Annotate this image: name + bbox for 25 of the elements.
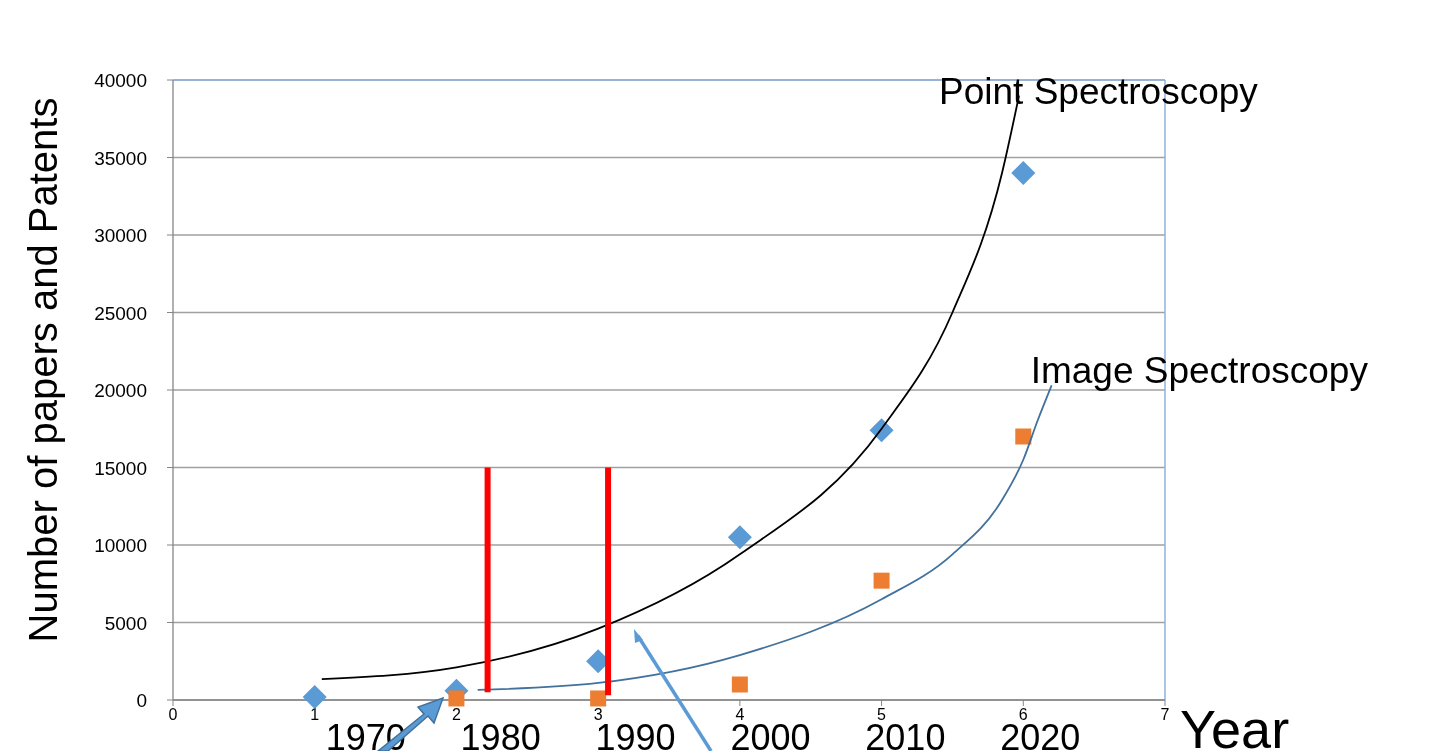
- y-tick-label: 25000: [94, 302, 147, 324]
- y-tick-label: 35000: [94, 147, 147, 169]
- y-tick-label: 15000: [94, 457, 147, 479]
- series-label: Image Spectroscopy: [1030, 350, 1369, 392]
- x-tick-label: 1: [310, 706, 320, 723]
- y-tick-label: 30000: [94, 225, 147, 246]
- x-axis-title: Year: [1180, 699, 1290, 751]
- text: 1980: [460, 717, 541, 751]
- point: [1011, 161, 1036, 185]
- y-tick-label: 40000: [94, 70, 147, 91]
- y-tick-label: 20000: [94, 380, 147, 401]
- x-tick-label: 0: [168, 706, 178, 723]
- point: [727, 525, 752, 550]
- x-tick-label: 2: [451, 706, 461, 723]
- y-tick-label: 10000: [94, 535, 147, 556]
- point: [1015, 428, 1032, 445]
- y-axis-title: Number of papers and Patents: [21, 97, 65, 643]
- point: [731, 676, 748, 693]
- x-tick-label: 7: [1160, 706, 1170, 723]
- point: [873, 572, 890, 589]
- point: [448, 690, 465, 707]
- point: [590, 690, 607, 707]
- y-tick-label: 5000: [104, 612, 147, 634]
- point: [302, 684, 327, 709]
- text: Point Spectroscopy: [939, 70, 1259, 112]
